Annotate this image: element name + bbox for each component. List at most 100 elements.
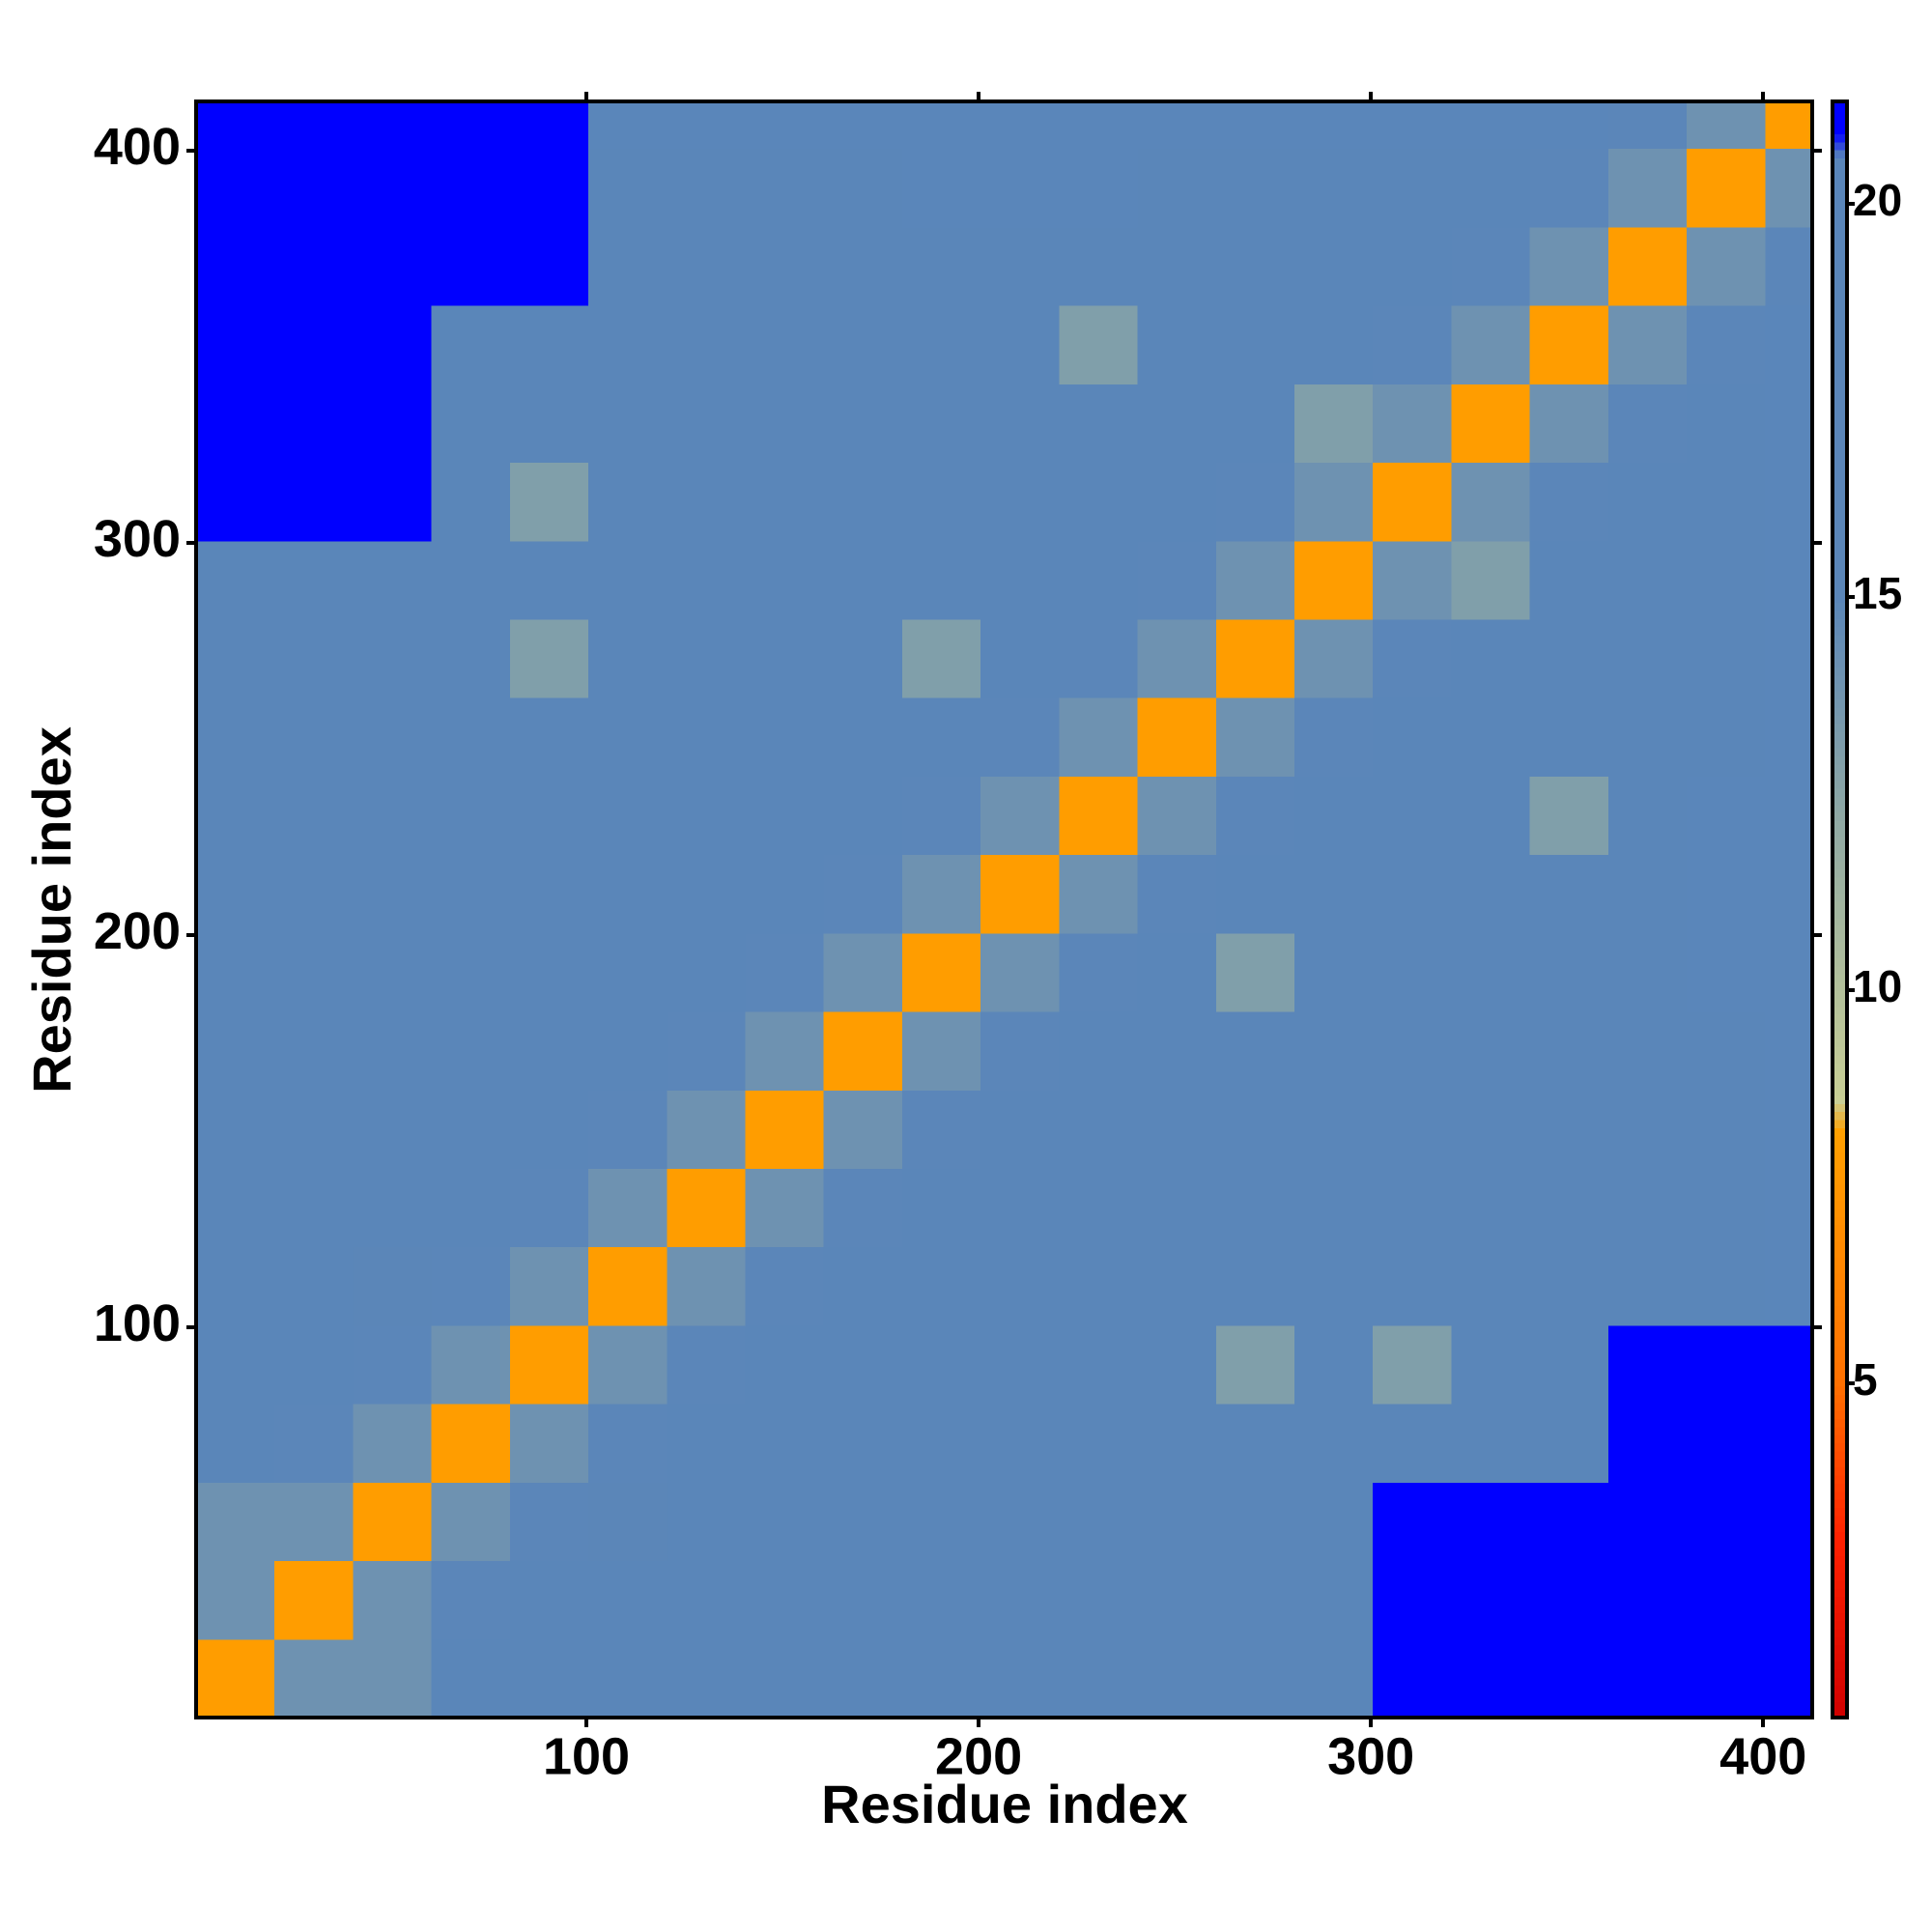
- colorbar-segment: [1833, 699, 1847, 708]
- heatmap-cell: [1451, 148, 1531, 228]
- heatmap-cell: [1529, 226, 1609, 306]
- heatmap-cell: [1293, 226, 1374, 306]
- heatmap-cell: [1215, 619, 1295, 698]
- heatmap-cell: [509, 1404, 589, 1483]
- heatmap-cell: [588, 932, 668, 1012]
- heatmap-cell: [1607, 540, 1688, 620]
- heatmap-cell: [1529, 1482, 1609, 1562]
- colorbar-segment: [1833, 1604, 1847, 1613]
- colorbar-segment: [1833, 343, 1847, 353]
- colorbar-segment: [1833, 432, 1847, 441]
- colorbar-segment: [1833, 1297, 1847, 1306]
- heatmap-cell: [588, 1168, 668, 1248]
- heatmap-cell: [509, 101, 589, 150]
- heatmap-cell: [1059, 384, 1139, 464]
- heatmap-cell: [274, 101, 354, 150]
- heatmap-cell: [274, 1324, 354, 1405]
- heatmap-cell: [1687, 1404, 1766, 1483]
- heatmap-cell: [1687, 1090, 1766, 1170]
- colorbar-segment: [1833, 1701, 1847, 1711]
- heatmap-cell: [274, 305, 354, 384]
- colorbar-segment: [1833, 950, 1847, 959]
- heatmap-cell: [901, 101, 981, 150]
- colorbar-segment: [1833, 1523, 1847, 1533]
- heatmap-cell: [1607, 854, 1688, 934]
- heatmap-cell: [509, 619, 589, 698]
- heatmap-cell: [1607, 697, 1688, 777]
- colorbar-segment: [1833, 909, 1847, 919]
- heatmap-cell: [1529, 148, 1609, 228]
- colorbar-segment: [1833, 1346, 1847, 1355]
- colorbar-segment: [1833, 457, 1847, 466]
- colorbar-segment: [1833, 1272, 1847, 1282]
- heatmap-cell: [1451, 305, 1531, 384]
- colorbar-segment: [1833, 885, 1847, 895]
- heatmap-cell: [274, 1168, 354, 1248]
- colorbar-segment: [1833, 1402, 1847, 1411]
- heatmap-cell: [1451, 1638, 1531, 1719]
- heatmap-cell: [1765, 1482, 1813, 1562]
- heatmap-cell: [1059, 1011, 1139, 1091]
- heatmap-cell: [823, 1246, 903, 1326]
- heatmap-cell: [823, 1638, 903, 1719]
- heatmap-cell: [1373, 540, 1452, 620]
- heatmap-cell: [980, 1090, 1060, 1170]
- heatmap-cell: [901, 540, 981, 620]
- heatmap-cell: [745, 101, 825, 150]
- heatmap-cell: [1687, 932, 1766, 1012]
- colorbar-segment: [1833, 1329, 1847, 1339]
- heatmap-cell: [196, 540, 275, 620]
- heatmap-cell: [980, 148, 1060, 228]
- heatmap-cell: [667, 1090, 746, 1170]
- heatmap-cell: [1765, 776, 1813, 856]
- plot-frame: [194, 99, 1814, 1719]
- colorbar-segment: [1833, 1176, 1847, 1185]
- heatmap-cell: [1373, 1168, 1452, 1248]
- colorbar-segment: [1833, 198, 1847, 208]
- heatmap-cell: [980, 1560, 1060, 1640]
- heatmap-cell: [1529, 101, 1609, 150]
- heatmap-cell: [1137, 854, 1217, 934]
- heatmap-cell: [1373, 1246, 1452, 1326]
- heatmap-cell: [431, 854, 511, 934]
- heatmap-cell: [1215, 1168, 1295, 1248]
- heatmap-cell: [196, 1090, 275, 1170]
- heatmap-cell: [353, 226, 433, 306]
- colorbar-segment: [1833, 755, 1847, 765]
- colorbar-segment: [1833, 966, 1847, 975]
- heatmap-cell: [667, 226, 746, 306]
- colorbar-segment: [1833, 1281, 1847, 1291]
- heatmap-cell: [1373, 101, 1452, 150]
- heatmap-cell: [1373, 384, 1452, 464]
- heatmap-cell: [353, 305, 433, 384]
- heatmap-cell: [509, 384, 589, 464]
- heatmap-cell: [901, 776, 981, 856]
- colorbar-segment: [1833, 1094, 1847, 1104]
- heatmap-cell: [1765, 462, 1813, 542]
- colorbar-segment: [1833, 1257, 1847, 1266]
- heatmap-cell: [667, 697, 746, 777]
- heatmap-cell: [196, 1246, 275, 1326]
- colorbar-segment: [1833, 1046, 1847, 1056]
- heatmap-cell: [196, 305, 275, 384]
- colorbar-segment: [1833, 1450, 1847, 1460]
- colorbar-segment: [1833, 796, 1847, 806]
- heatmap-cell: [745, 1482, 825, 1562]
- colorbar-segment: [1833, 731, 1847, 741]
- colorbar-segment: [1833, 570, 1847, 580]
- heatmap-cell: [509, 462, 589, 542]
- heatmap-cell: [1059, 619, 1139, 698]
- colorbar-segment: [1833, 1361, 1847, 1371]
- heatmap-cell: [509, 1090, 589, 1170]
- heatmap-cell: [1373, 776, 1452, 856]
- colorbar-segment: [1833, 998, 1847, 1008]
- colorbar-segment: [1833, 440, 1847, 450]
- heatmap-cell: [588, 226, 668, 306]
- heatmap-cell: [1215, 854, 1295, 934]
- heatmap-cell: [1293, 540, 1374, 620]
- heatmap-cell: [745, 1090, 825, 1170]
- heatmap-cell: [1607, 776, 1688, 856]
- colorbar-segment: [1833, 780, 1847, 789]
- heatmap-cell: [353, 1638, 433, 1719]
